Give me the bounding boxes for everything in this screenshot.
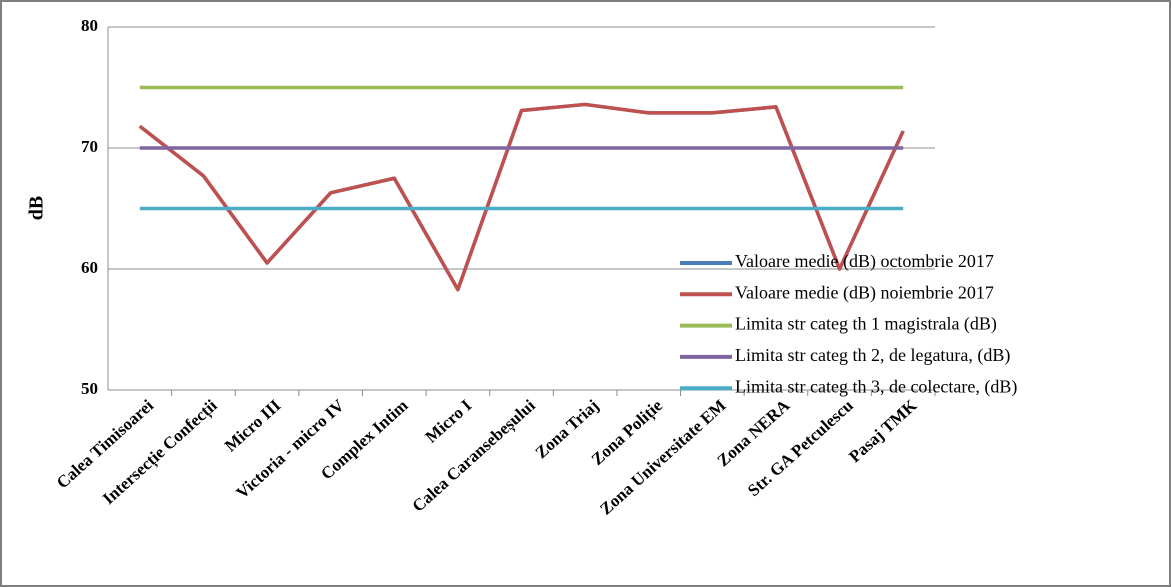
y-tick-label: 60: [81, 258, 98, 277]
y-axis-label: dB: [26, 196, 48, 220]
legend-label: Limita str categ th 2, de legatura, (dB): [735, 345, 1010, 366]
legend-label: Valoare medie (dB) noiembrie 2017: [735, 282, 994, 303]
y-tick-label: 70: [81, 137, 98, 156]
legend-label: Valoare medie (dB) octombrie 2017: [735, 251, 994, 272]
legend-label: Limita str categ th 3, de colectare, (dB…: [735, 376, 1017, 397]
legend-label: Limita str categ th 1 magistrala (dB): [735, 314, 997, 335]
y-tick-label: 80: [81, 16, 98, 35]
data-line: [138, 102, 905, 292]
y-tick-label: 50: [81, 379, 98, 398]
